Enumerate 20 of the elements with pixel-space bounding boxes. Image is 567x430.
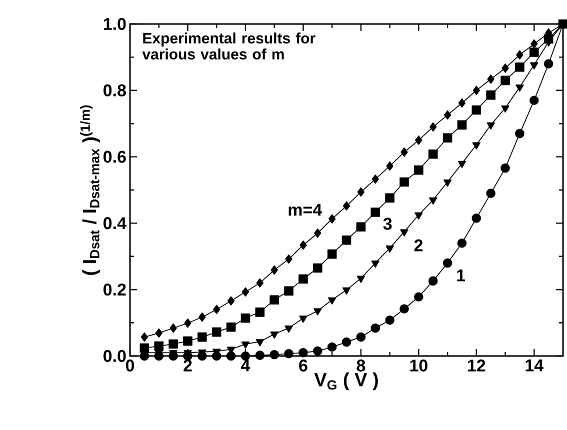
y-tick-label: 0.4 (104, 217, 126, 230)
y-tick-label: 0.0 (104, 350, 126, 362)
x-tick-label: 0 (126, 360, 134, 372)
series-label: 3 (383, 218, 392, 230)
y-tick-label: 0.2 (104, 284, 126, 296)
series-label: 2 (414, 239, 423, 252)
x-tick-label: 14 (526, 360, 544, 372)
x-axis-title: V$_{G}$ ( V ) (314, 372, 378, 390)
x-tick-label: 10 (410, 360, 428, 372)
y-tick-label: 0.8 (104, 84, 126, 96)
x-tick-label: 12 (468, 360, 486, 372)
x-tick-label: 6 (299, 360, 308, 372)
y-tick-label: 1.0 (104, 18, 126, 30)
series-label: m=4 (288, 204, 322, 216)
annotation: Experimental results for various values of m (142, 32, 316, 60)
y-axis-title: ( I$_{Dsat}$ / I$_{Dsat-max}$ )$^{(1/m)}$ (80, 105, 100, 275)
series-label: 1 (457, 270, 466, 282)
x-tick-label: 4 (240, 360, 250, 372)
x-tick-label: 8 (356, 360, 366, 372)
y-tick-label: 0.6 (104, 150, 126, 163)
